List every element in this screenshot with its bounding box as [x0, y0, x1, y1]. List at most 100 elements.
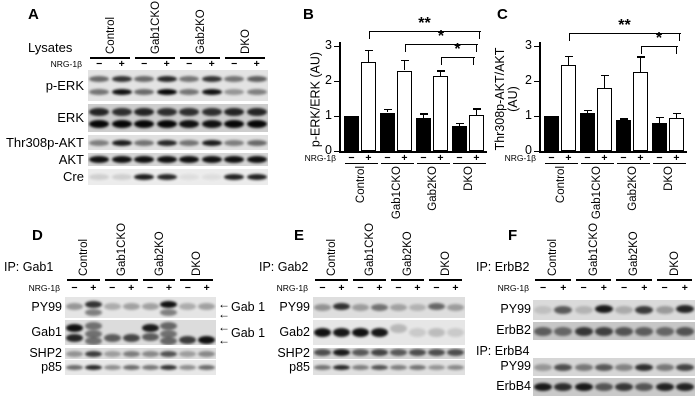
nrg-sign: + — [560, 282, 567, 294]
x-category-label: Gab1CKO — [391, 166, 403, 220]
nrg-sign: + — [203, 282, 210, 294]
blot-band — [89, 88, 110, 95]
blot-band — [111, 88, 132, 95]
blot-band — [201, 75, 222, 82]
row-label: ERK — [57, 110, 84, 125]
nrg-sign: + — [163, 58, 170, 70]
blot-strip — [65, 297, 217, 318]
bar — [544, 116, 559, 151]
nrg-sign: − — [420, 152, 427, 164]
sig-bracket-end — [676, 46, 678, 54]
bar — [616, 120, 631, 151]
error-bar — [386, 109, 389, 113]
blot-band — [313, 349, 332, 357]
panel-c-letter: C — [497, 6, 508, 23]
error-bar — [422, 114, 425, 119]
gab1-band-annotation: Gab 1 — [231, 300, 266, 314]
nrg-sign: − — [109, 282, 116, 294]
sig-stars: ** — [418, 15, 431, 32]
blot-band — [446, 328, 465, 337]
blot-band — [224, 88, 245, 95]
lane-group-label: DKO — [440, 251, 452, 276]
x-group-underline — [581, 163, 614, 165]
blot-band — [389, 365, 408, 370]
nrg-sign: + — [376, 282, 383, 294]
bar — [633, 72, 648, 151]
bar — [433, 75, 448, 151]
group-underline — [135, 57, 175, 59]
nrg-sign: + — [637, 152, 644, 164]
row-label: PY99 — [500, 302, 531, 316]
nrg-sign: + — [681, 282, 688, 294]
blot-band — [111, 156, 132, 163]
lane-group-label: Gab2KO — [153, 231, 166, 276]
y-tick — [334, 150, 339, 152]
blot-band — [179, 302, 197, 310]
blot-band — [89, 139, 110, 146]
blot-band — [313, 304, 332, 311]
nrg-sign: − — [348, 152, 355, 164]
nrg-sign: − — [580, 282, 587, 294]
blot-band — [84, 300, 102, 308]
blot-band — [427, 328, 446, 337]
blot-band — [332, 365, 351, 370]
blot-band — [156, 88, 177, 95]
bar — [397, 70, 412, 151]
blot-band — [111, 139, 132, 146]
blot-band — [111, 174, 132, 180]
lysates-label: Lysates — [28, 40, 73, 55]
sig-bracket-end — [440, 57, 442, 65]
blot-band — [65, 365, 83, 370]
blot-strip — [313, 320, 465, 345]
sig-bracket-line — [404, 44, 478, 46]
lane-group-label: Control — [77, 238, 90, 276]
nrg-sign: + — [90, 282, 97, 294]
blot-band — [574, 363, 593, 371]
blot-band — [111, 75, 132, 82]
blot-band — [89, 75, 110, 82]
blot-band — [408, 349, 427, 357]
y-axis — [539, 42, 541, 153]
error-bar-cap — [364, 49, 373, 51]
blot-band — [134, 156, 155, 163]
blot-band — [594, 383, 613, 391]
blot-band — [103, 365, 121, 370]
bar — [561, 65, 576, 151]
blot-band — [179, 120, 200, 129]
error-bar-cap — [672, 112, 681, 115]
blot-band — [534, 363, 553, 371]
blot-band — [554, 326, 573, 336]
blot-band — [675, 326, 694, 336]
y-tick-label: 1 — [325, 108, 332, 122]
group-underline — [353, 279, 386, 281]
gab1-band-annotation: Gab 1 — [231, 326, 266, 340]
blot-band — [122, 302, 140, 310]
blot-band — [389, 304, 408, 311]
blot-strip — [533, 322, 695, 340]
x-group-underline — [345, 163, 378, 165]
blot-band — [408, 328, 427, 337]
blot-band — [351, 304, 370, 311]
blot-strip — [88, 153, 268, 166]
group-underline — [90, 57, 130, 59]
error-bar — [639, 57, 642, 73]
blot-strip — [313, 360, 465, 375]
sig-bracket-end — [473, 57, 475, 65]
blot-band — [594, 305, 613, 313]
blot-band — [134, 108, 155, 117]
row-label: Cre — [63, 169, 84, 184]
nrg-sign: + — [165, 282, 173, 294]
nrg-sign: + — [600, 282, 607, 294]
arrow-left-icon: ← — [218, 307, 230, 321]
nrg-sign: − — [656, 152, 663, 164]
blot-band — [89, 108, 110, 117]
blot-band — [201, 108, 222, 117]
blot-band — [635, 326, 654, 336]
blot-band — [198, 350, 216, 357]
nrg-sign: − — [395, 282, 402, 294]
blot-band — [134, 139, 155, 146]
blot-band — [594, 326, 613, 336]
x-group-underline — [417, 163, 450, 165]
error-bar — [675, 113, 678, 119]
sig-stars: * — [454, 41, 461, 58]
